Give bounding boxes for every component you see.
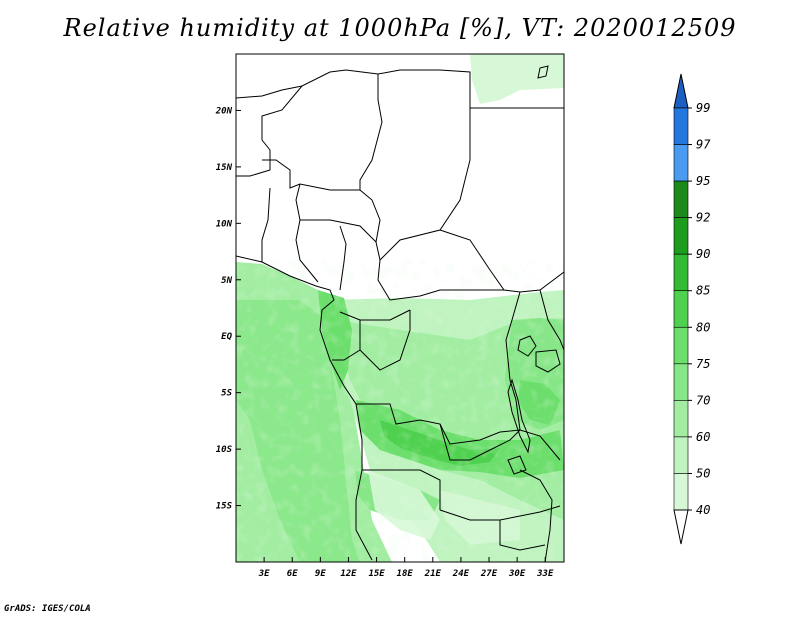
colorbar-segment <box>673 290 689 328</box>
lat-tick-label: EQ <box>221 332 232 342</box>
lat-tick-label: 10N <box>216 219 233 229</box>
lon-tick-label: 33E <box>536 569 554 579</box>
lakes <box>507 65 561 475</box>
colorbar-label: 50 <box>696 466 710 480</box>
lon-tick-label: 9E <box>315 569 326 579</box>
colorbar-label: 99 <box>696 101 710 115</box>
longitude-axis: 3E 6E 9E 12E 15E 18E 21E 24E 27E 30E 33E <box>258 557 554 579</box>
colorbar-segment <box>673 326 689 365</box>
lat-tick-label: 10S <box>216 445 233 455</box>
colorbar-segment <box>673 473 689 511</box>
colorbar-label: 97 <box>696 138 711 152</box>
colorbar-segment <box>673 217 689 255</box>
grads-credit: GrADS: IGES/COLA <box>4 604 91 614</box>
lon-tick-label: 21E <box>424 569 442 579</box>
country-borders <box>236 69 564 562</box>
lat-tick-label: 5N <box>221 276 232 286</box>
lon-tick-label: 12E <box>340 569 357 579</box>
colorbar-top-arrow <box>673 73 689 109</box>
lon-tick-label: 15E <box>368 569 385 579</box>
humidity-field <box>236 54 564 562</box>
colorbar-label: 90 <box>696 247 710 261</box>
colorbar-label: 60 <box>696 430 710 444</box>
lon-tick-label: 6E <box>287 569 298 579</box>
colorbar-label: 40 <box>696 503 710 517</box>
lon-tick-label: 27E <box>480 569 498 579</box>
lat-tick-label: 20N <box>215 106 233 116</box>
colorbar-segment <box>673 436 689 474</box>
colorbar: 40 50 60 70 75 80 85 90 92 95 97 99 <box>673 73 711 545</box>
map-title: Relative humidity at 1000hPa [%], VT: 20… <box>63 14 737 42</box>
colorbar-segment <box>673 253 689 292</box>
colorbar-label: 80 <box>696 320 710 334</box>
lat-tick-label: 5S <box>221 389 232 399</box>
colorbar-bottom-arrow <box>673 509 689 545</box>
colorbar-segment <box>673 400 689 438</box>
colorbar-label: 70 <box>696 393 710 407</box>
lat-tick-label: 15S <box>216 502 233 512</box>
lat-tick-label: 15N <box>216 163 233 173</box>
latitude-axis: 20N 15N 10N 5N EQ 5S 10S 15S <box>215 106 241 512</box>
colorbar-segment <box>673 180 689 218</box>
colorbar-segment <box>673 363 689 401</box>
colorbar-segment <box>673 107 689 145</box>
colorbar-label: 92 <box>696 211 710 225</box>
lon-tick-label: 18E <box>397 569 414 579</box>
colorbar-label: 95 <box>696 174 710 188</box>
colorbar-segment <box>673 144 689 182</box>
lon-tick-label: 24E <box>452 569 470 579</box>
lon-tick-label: 3E <box>258 569 270 579</box>
lon-tick-label: 30E <box>508 569 526 579</box>
colorbar-label: 85 <box>696 284 710 298</box>
colorbar-label: 75 <box>696 357 710 371</box>
map-frame <box>235 53 565 563</box>
